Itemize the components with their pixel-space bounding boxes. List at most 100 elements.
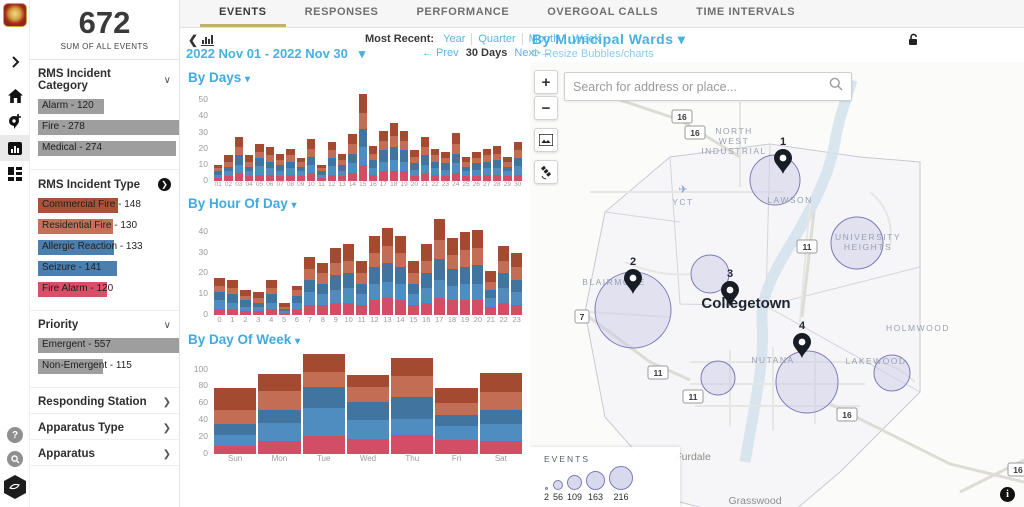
filter-header-rms-incident-type[interactable]: RMS Incident Type ❯ [30,170,179,196]
ward-bubble[interactable] [775,350,839,414]
bar-16[interactable] [368,145,378,181]
bar-Mon[interactable] [258,373,301,454]
bar-14[interactable] [394,235,406,315]
satellite-button[interactable] [534,160,558,184]
bar-2[interactable] [239,290,251,315]
filter-chip-alarm-120[interactable]: Alarm - 120 [38,99,179,114]
search-icon[interactable] [829,77,843,96]
bar-05[interactable] [255,143,264,181]
resize-bubbles-link[interactable]: ⟳ Resize Bubbles/charts [532,48,654,60]
bar-09[interactable] [296,158,305,181]
bar-23[interactable] [441,151,450,181]
dashboard-layout-icon[interactable] [0,161,30,187]
bar-07[interactable] [275,153,285,181]
filter-chip-allergic-reaction-133[interactable]: Allergic Reaction - 133 [38,240,179,255]
map-pin-2[interactable]: 2 [624,256,642,294]
bar-22[interactable] [498,246,510,315]
brand-hexagon-icon[interactable] [4,475,26,499]
next-button[interactable]: Next → [514,47,552,59]
period-month[interactable]: Month [522,33,567,45]
chart-title-by-day-of-week[interactable]: By Day Of Week ▾ [188,332,301,347]
bar-28[interactable] [492,145,502,181]
tab-time-intervals[interactable]: TIME INTERVALS [696,6,796,18]
bar-29[interactable] [503,156,512,181]
bar-10[interactable] [306,139,316,181]
period-quarter[interactable]: Quarter [472,33,523,45]
basemap-button[interactable] [534,128,558,152]
bar-Wed[interactable] [346,374,390,454]
bar-22[interactable] [430,148,440,181]
bar-14[interactable] [348,134,357,181]
search-tool-icon[interactable] [7,451,23,467]
filter-chip-emergent-557[interactable]: Emergent - 557 [38,338,179,353]
bar-8[interactable] [317,262,329,315]
zoom-out-button[interactable]: − [534,96,558,120]
tab-events[interactable]: EVENTS [200,0,286,27]
bar-01[interactable] [214,164,223,181]
bar-12[interactable] [369,235,380,315]
chart-title-by-days[interactable]: By Days ▾ [188,70,251,85]
bar-06[interactable] [265,147,274,181]
bar-03[interactable] [234,137,243,181]
bar-20[interactable] [472,229,484,315]
bar-12[interactable] [327,142,336,181]
chevron-right-icon[interactable]: ❯ [162,448,171,460]
bar-26[interactable] [472,151,481,181]
bar-9[interactable] [330,248,342,315]
bar-30[interactable] [513,142,522,181]
map-pin-1[interactable]: 1 [774,136,792,174]
filter-chip-fire-278[interactable]: Fire - 278 [38,120,179,135]
bar-11[interactable] [356,260,368,315]
group-by-dropdown[interactable]: By Municipal Wards ▾ [532,31,686,47]
map-canvas[interactable]: NORTH WEST INDUSTRIAL LAWSON YCT UNIVERSITY HE… [530,62,1024,507]
bar-Thu[interactable] [391,357,434,454]
bar-Tue[interactable] [302,354,345,454]
ward-bubble[interactable] [873,354,911,392]
analytics-icon[interactable] [0,135,30,161]
bar-11[interactable] [317,164,326,181]
map-search-input[interactable] [565,79,829,94]
ward-bubble[interactable] [690,254,730,294]
bar-17[interactable] [379,131,388,181]
date-range-dropdown[interactable]: 2022 Nov 01 - 2022 Nov 30 ▾ [186,46,366,61]
bar-3[interactable] [252,292,264,315]
bar-21[interactable] [485,271,497,315]
chevron-right-icon[interactable]: ❯ [162,396,171,408]
bar-17[interactable] [433,219,445,315]
bar-Fri[interactable] [435,388,478,454]
bar-4[interactable] [265,279,277,315]
tab-responses[interactable]: RESPONSES [304,6,379,18]
filter-header-apparatus-type[interactable]: Apparatus Type ❯ [30,414,179,439]
chevron-down-icon[interactable]: ∨ [163,74,171,86]
zoom-in-button[interactable]: + [534,70,558,94]
bar-10[interactable] [343,244,355,315]
filter-chip-medical-274[interactable]: Medical - 274 [38,141,179,156]
bar-19[interactable] [399,131,409,181]
prev-button[interactable]: ← Prev [422,47,459,59]
map-pin-4[interactable]: 4 [793,320,811,358]
period-week[interactable]: Week [572,33,601,45]
bar-25[interactable] [461,156,471,181]
filter-chip-residential-fire-130[interactable]: Residential Fire - 130 [38,219,179,234]
bar-18[interactable] [389,122,398,181]
tab-overgoal-calls[interactable]: OVERGOAL CALLS [547,6,659,18]
bar-20[interactable] [410,150,419,181]
filter-header-rms-incident-category[interactable]: RMS Incident Category ∨ [30,60,179,97]
chart-view-icon[interactable] [201,34,215,46]
unlock-icon[interactable] [907,33,920,49]
bar-0[interactable] [214,277,225,315]
bar-5[interactable] [278,302,290,315]
filter-chip-seizure-141[interactable]: Seizure - 141 [38,261,179,276]
bar-16[interactable] [420,244,432,315]
bar-15[interactable] [407,260,419,315]
bar-19[interactable] [459,231,471,315]
expand-panel-icon[interactable] [0,49,30,75]
bar-13[interactable] [381,227,393,315]
filter-header-apparatus[interactable]: Apparatus ❯ [30,440,179,465]
bar-7[interactable] [304,256,316,315]
bar-23[interactable] [511,252,523,315]
chevron-down-icon[interactable]: ∨ [163,319,171,331]
bar-15[interactable] [358,93,367,181]
map-info-icon[interactable]: i [1000,487,1015,502]
bar-08[interactable] [286,148,295,181]
